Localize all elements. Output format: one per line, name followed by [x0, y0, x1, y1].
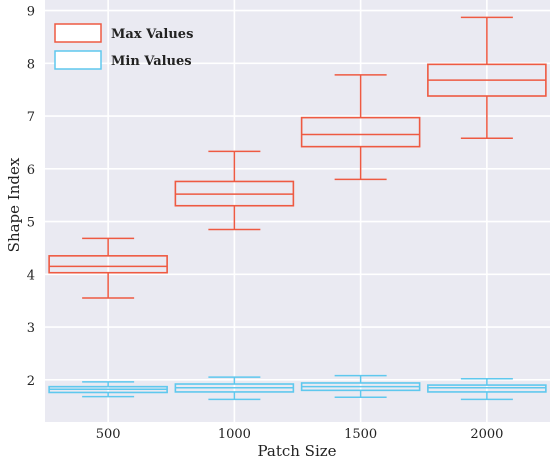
box-body: [48, 255, 168, 274]
x-tick-label-1500: 1500: [344, 427, 377, 442]
legend-swatch-min-values: [54, 50, 102, 70]
box-max-values-1000: [174, 150, 295, 231]
box-min-values-500: [48, 381, 168, 398]
box-body: [300, 116, 421, 148]
tick-labels: 2 3 4 5 6 7 8 9 500 1000 1500 2000: [27, 5, 504, 442]
legend-label-min-values: Min Values: [111, 54, 192, 69]
legend-label-max-values: Max Values: [111, 27, 193, 42]
x-tick-label-2000: 2000: [470, 427, 503, 442]
y-tick-label-7: 7: [27, 110, 35, 125]
x-tick-label-1000: 1000: [218, 427, 251, 442]
box-min-values-2000: [427, 377, 547, 401]
y-tick-label-2: 2: [27, 374, 35, 389]
y-tick-label-5: 5: [27, 216, 35, 231]
boxes: [48, 16, 547, 401]
y-axis-label: Shape Index: [5, 157, 23, 252]
x-tick-label-500: 500: [96, 427, 121, 442]
y-tick-label-8: 8: [27, 57, 35, 72]
box-min-values-1000: [174, 376, 295, 401]
y-tick-label-6: 6: [27, 163, 35, 178]
y-tick-label-4: 4: [27, 268, 35, 283]
box-max-values-1500: [300, 74, 421, 181]
legend-swatch-max-values: [54, 23, 102, 43]
x-axis-label: Patch Size: [257, 442, 336, 460]
legend: Max Values Min Values: [54, 23, 193, 70]
box-max-values-500: [48, 237, 168, 299]
plot-area: [45, 0, 550, 422]
box-body: [427, 384, 547, 393]
box-min-values-1500: [300, 374, 421, 398]
y-tick-label-9: 9: [27, 5, 35, 20]
box-max-values-2000: [427, 16, 547, 139]
y-tick-label-3: 3: [27, 321, 35, 336]
